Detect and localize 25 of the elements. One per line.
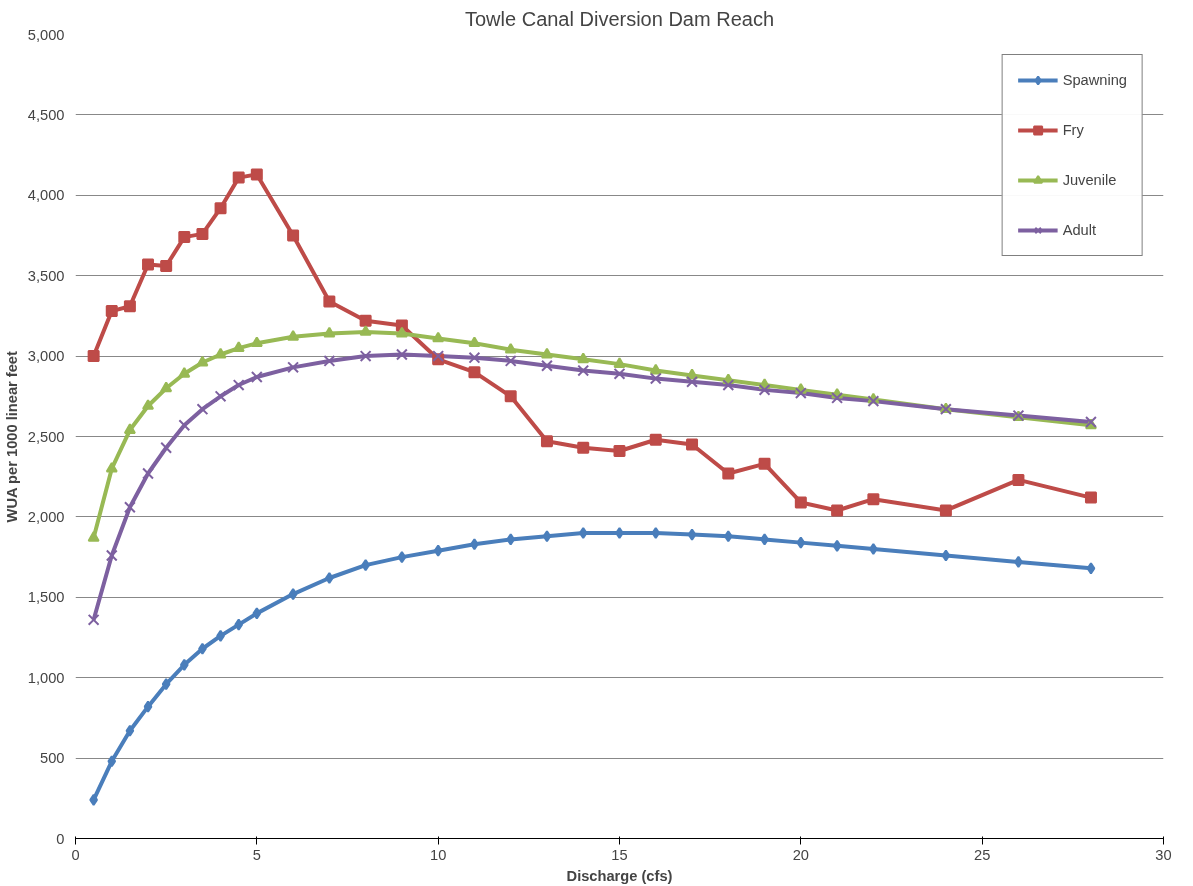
x-tick-label: 5 bbox=[252, 846, 261, 863]
legend-label: Fry bbox=[1062, 122, 1084, 138]
y-tick-label: 1,500 bbox=[27, 589, 65, 606]
legend-label: Juvenile bbox=[1062, 172, 1117, 188]
y-axis-title: WUA per 1000 linear feet bbox=[3, 350, 20, 523]
y-tick-label: 4,000 bbox=[27, 187, 65, 204]
y-tick-label: 3,500 bbox=[27, 267, 65, 284]
y-tick-label: 1,000 bbox=[27, 669, 65, 686]
legend-label: Adult bbox=[1062, 222, 1097, 238]
x-tick-label: 20 bbox=[792, 846, 809, 863]
chart-title: Towle Canal Diversion Dam Reach bbox=[464, 7, 775, 30]
y-tick-label: 500 bbox=[40, 750, 65, 767]
y-tick-label: 3,000 bbox=[27, 348, 65, 365]
y-tick-label: 2,500 bbox=[27, 428, 65, 445]
x-tick-label: 25 bbox=[974, 846, 991, 863]
x-tick-label: 30 bbox=[1155, 846, 1172, 863]
x-tick-label: 15 bbox=[611, 846, 628, 863]
y-tick-label: 2,000 bbox=[27, 508, 65, 525]
x-tick-label: 0 bbox=[71, 846, 80, 863]
y-tick-label: 0 bbox=[56, 830, 65, 847]
y-tick-label: 5,000 bbox=[27, 26, 65, 43]
y-tick-label: 4,500 bbox=[27, 106, 65, 123]
legend-label: Spawning bbox=[1062, 72, 1127, 88]
x-tick-label: 10 bbox=[430, 846, 447, 863]
x-axis-title: Discharge (cfs) bbox=[566, 867, 673, 884]
